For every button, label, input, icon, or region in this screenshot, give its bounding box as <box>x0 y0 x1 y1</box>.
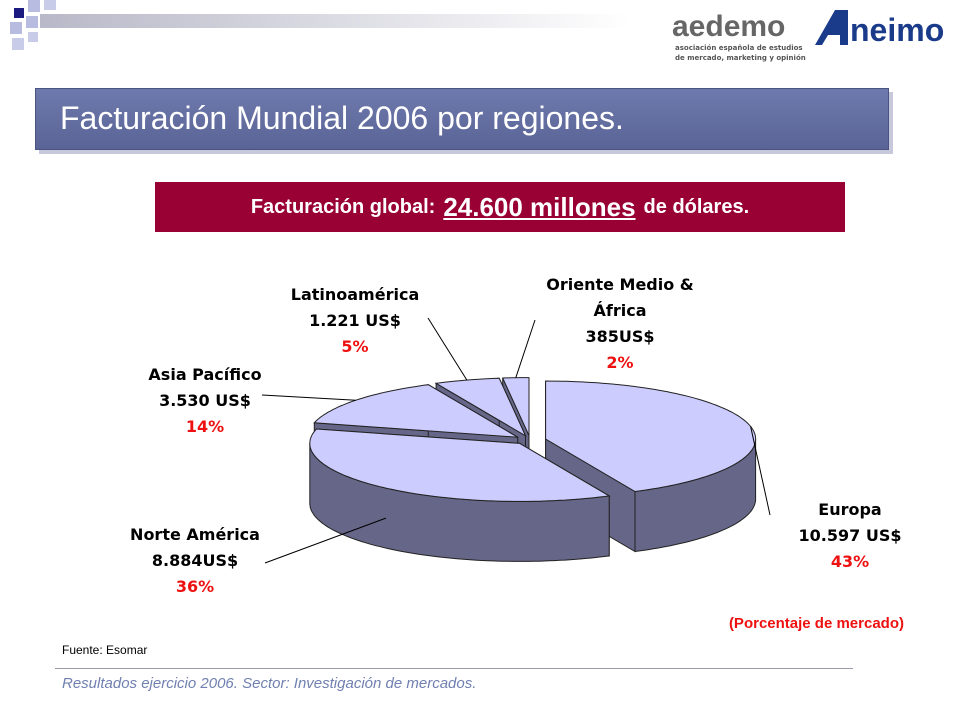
logo-text: de mercado, marketing y opinión <box>675 54 806 62</box>
rule <box>55 668 853 669</box>
leader-line <box>515 319 536 378</box>
slice <box>309 428 611 562</box>
label-percent: 5% <box>341 337 369 356</box>
label-percent: 2% <box>606 353 634 372</box>
label-name: Norte América <box>130 525 260 544</box>
slice-top <box>309 428 611 502</box>
label-name: Europa <box>818 500 882 519</box>
slice-top <box>434 377 527 438</box>
banner-text: Facturación global: <box>250 195 436 218</box>
label-name: Latinoamérica <box>290 285 420 304</box>
title: Facturación Mundial 2006 por regiones. <box>60 100 624 136</box>
logo: aedemo <box>672 10 786 43</box>
label-percent: 36% <box>175 577 215 596</box>
slice-label: Oriente Medio & África 385US$ 2% <box>535 272 705 376</box>
label-amount: 10.597 US$ <box>798 526 902 545</box>
label-name: Asia Pacífico <box>148 365 262 384</box>
slice-top <box>545 380 757 493</box>
title-box <box>35 88 889 150</box>
slice-label: Europa 10.597 US$ 43% <box>775 497 925 575</box>
label-amount: 385US$ <box>585 327 655 346</box>
label-percent: 14% <box>185 417 225 436</box>
leader-line <box>261 394 356 401</box>
label-percent: 43% <box>830 552 870 571</box>
banner-text: de dólares. <box>643 195 750 218</box>
banner: Facturación global: 24.600 millones de d… <box>155 182 845 232</box>
source: Fuente: Esomar <box>62 643 148 657</box>
leader-line <box>264 517 387 564</box>
label-amount: 8.884US$ <box>151 551 239 570</box>
footer: Resultados ejercicio 2006. Sector: Inves… <box>62 675 477 692</box>
slice-label: Asia Pacífico 3.530 US$ 14% <box>130 362 280 440</box>
label-amount: 3.530 US$ <box>159 391 251 410</box>
note: (Porcentaje de mercado) <box>728 615 904 632</box>
logo-text: asociación española de estudios <box>675 44 803 52</box>
leader-line <box>750 426 771 516</box>
label-amount: 1.221 US$ <box>309 311 401 330</box>
banner-amount: 24.600 millones <box>443 191 636 222</box>
leader-line <box>427 317 468 381</box>
slice-label: Norte América 8.884US$ 36% <box>110 522 280 600</box>
slice-label: Latinoamérica 1.221 US$ 5% <box>270 282 440 360</box>
logo: neimo <box>850 12 945 48</box>
label-name: Oriente Medio & África <box>546 275 694 320</box>
